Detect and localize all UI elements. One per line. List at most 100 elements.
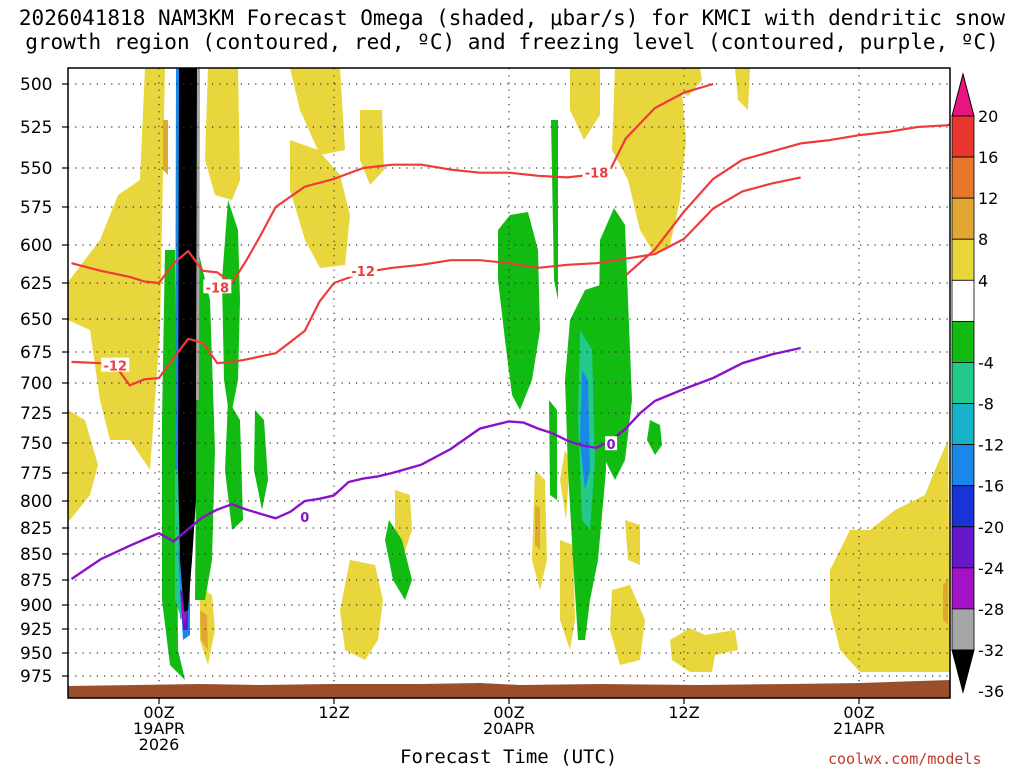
colorbar-label-13: -36 [978,682,1004,701]
ytick-label-950: 950 [20,644,52,664]
colorbar-label-6: -8 [978,395,994,414]
chart-title-line2: growth region (contoured, red, ºC) and f… [25,30,999,54]
colorbar-label-5: -4 [978,353,994,372]
colorbar-swatch-2 [951,197,975,240]
colorbar-swatch-7 [951,403,975,446]
omega-shade-yellow-6 [360,110,384,185]
chart-title: 2026041818 NAM3KM Forecast Omega (shaded… [0,6,1024,54]
omega-shade-yellow-16 [625,520,640,565]
contour-label-bg-3 [582,164,611,179]
colorbar-label-11: -28 [978,600,1004,619]
contour-label-bg-5 [605,436,618,451]
omega-shade-green-11 [598,208,632,480]
colorbar-swatch-5 [951,320,975,363]
colorbar-swatch-12 [951,608,975,651]
contour-label-2: -12 [351,265,375,280]
colorbar-label-9: -20 [978,518,1004,537]
ytick-label-600: 600 [20,236,52,256]
omega-shade-blue-1 [580,370,590,490]
colorbar-label-2: 12 [978,189,998,208]
colorbar-swatch-9 [951,485,975,528]
ytick-label-800: 800 [20,492,52,512]
contour-label-3: -18 [585,167,609,182]
contour-label-5: 0 [607,438,616,453]
omega-shade-orange-4 [943,580,948,625]
credit-link[interactable]: coolwx.com/models [828,750,982,768]
chart-title-line1: 2026041818 NAM3KM Forecast Omega (shaded… [18,6,1006,30]
colorbar-label-3: 8 [978,230,988,249]
colorbar-swatch-0 [951,115,975,158]
ytick-label-525: 525 [20,118,52,138]
omega-shade-orange-3 [535,505,540,550]
omega-shade-green-9 [549,400,557,500]
xtick-label-0-0: 00Z [143,703,174,722]
omega-shade-yellow-7 [570,68,600,140]
omega-shade-green-12 [647,420,662,455]
omega-shade-yellow-1 [68,68,165,470]
contour-label-0: -12 [104,360,128,375]
ytick-label-500: 500 [20,75,52,95]
xtick-label-0-1: 19APR [133,719,185,738]
omega-shade-yellow-14 [560,540,575,650]
ytick-label-575: 575 [20,198,52,218]
contour-label-bg-2 [349,262,378,277]
colorbar-label-1: 16 [978,148,998,167]
xtick-label-36-0: 12Z [668,703,699,722]
omega-shade-green-7 [498,212,540,410]
dgz-contour-upper [624,123,950,277]
omega-shade-yellow-15 [610,585,645,665]
omega-shade-yellow-17 [670,628,738,672]
omega-shade-yellow-9 [735,68,750,110]
omega-shade-orange-1 [200,610,208,650]
contour-label-bg-4 [298,509,311,524]
colorbar-swatch-10 [951,526,975,569]
contour-label-1: -18 [206,281,230,296]
xtick-label-24-1: 20APR [483,719,535,738]
colorbar-label-12: -32 [978,641,1004,660]
colorbar-label-10: -24 [978,559,1004,578]
omega-shade-orange-2 [163,120,168,175]
xtick-label-48-0: 00Z [843,703,874,722]
omega-shade-yellow-20 [560,450,570,520]
colorbar-label-7: -12 [978,436,1004,455]
colorbar-bottom-arrow [951,649,975,694]
ytick-label-875: 875 [20,571,52,591]
omega-shade-yellow-8 [612,68,686,255]
omega-shade-yellow-19 [200,588,215,665]
colorbar-label-4: 4 [978,271,988,290]
omega-shade-yellow-3 [205,68,240,200]
omega-shade-yellow-2 [68,410,98,520]
x-axis-title: Forecast Time (UTC) [400,746,618,768]
omega-shade-yellow-18 [830,440,950,672]
plot-area: -12 -18 -12 -18 0 0 [68,68,950,698]
ytick-label-825: 825 [20,519,52,539]
xtick-label-12-0: 12Z [318,703,349,722]
ytick-label-625: 625 [20,274,52,294]
contour-label-4: 0 [300,511,309,526]
omega-shade-yellow-4 [290,140,350,268]
colorbar-swatch-11 [951,567,975,610]
ytick-label-775: 775 [20,464,52,484]
colorbar-top-arrow [951,72,975,117]
xtick-label-24-0: 00Z [493,703,524,722]
colorbar-swatch-6 [951,362,975,404]
xtick-label-48-1: 21APR [833,719,885,738]
colorbar-label-8: -16 [978,477,1004,496]
omega-shade-green-4 [225,400,243,530]
colorbar-label-0: 20 [978,107,998,126]
colorbar-swatch-3 [951,238,975,281]
ytick-label-675: 675 [20,343,52,363]
ytick-label-725: 725 [20,404,52,424]
omega-shade-green-1 [162,250,185,680]
ytick-label-925: 925 [20,620,52,640]
omega-shade-green-5 [254,410,268,510]
xtick-label-0-2: 2026 [139,735,180,754]
omega-shade-gray-edge [196,68,200,400]
colorbar-swatch-8 [951,444,975,487]
ytick-label-550: 550 [20,159,52,179]
colorbar-swatch-1 [951,156,975,199]
ytick-label-650: 650 [20,310,52,330]
ytick-label-750: 750 [20,434,52,454]
ytick-label-850: 850 [20,545,52,565]
